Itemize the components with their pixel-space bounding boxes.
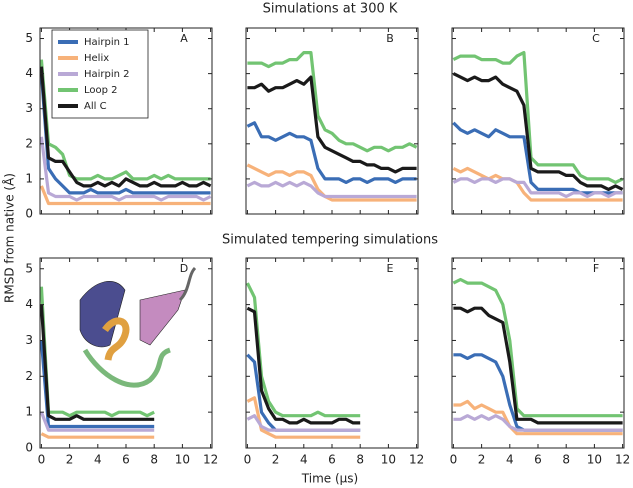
plot-area <box>40 59 212 206</box>
legend-label: All C <box>84 101 107 112</box>
series-line <box>40 304 155 421</box>
strand <box>139 289 186 346</box>
y-tick-label: 2 <box>25 369 33 383</box>
legend-label: Helix <box>84 53 109 64</box>
y-tick-label: 1 <box>25 405 33 419</box>
x-tick-label: 10 <box>381 453 396 467</box>
x-axis-label: Time (μs) <box>301 472 358 486</box>
series-line <box>452 177 623 199</box>
plot-area <box>246 282 361 439</box>
series-line <box>40 185 211 206</box>
x-tick-label: 2 <box>478 453 486 467</box>
series-line <box>40 66 212 188</box>
x-tick-label: 12 <box>409 453 424 467</box>
panel-frame <box>245 257 419 449</box>
x-tick-label: 10 <box>175 453 190 467</box>
panel-frame <box>451 257 625 449</box>
protein-inset <box>79 266 197 388</box>
x-tick-label: 6 <box>534 453 542 467</box>
x-tick-label: 4 <box>506 453 514 467</box>
series-line <box>452 50 624 184</box>
plot-area <box>246 50 418 202</box>
series-line <box>453 399 623 436</box>
x-tick-label: 8 <box>562 453 570 467</box>
series-line <box>247 50 418 153</box>
series-line <box>40 59 211 181</box>
x-tick-label: 10 <box>587 453 602 467</box>
y-tick-label: 5 <box>25 261 33 275</box>
panel-label: C <box>592 32 600 45</box>
plot-area <box>40 286 155 439</box>
panel-label: E <box>387 262 394 275</box>
x-tick-label: 8 <box>356 453 364 467</box>
panel-label: D <box>180 262 188 275</box>
x-tick-label: 8 <box>150 453 158 467</box>
series-line <box>246 180 417 199</box>
series-line <box>452 72 624 191</box>
x-tick-label: 0 <box>244 453 252 467</box>
strand <box>79 281 126 348</box>
legend-label: Hairpin 2 <box>84 69 130 80</box>
x-tick-label: 6 <box>122 453 130 467</box>
plot-area <box>452 277 623 436</box>
series-line <box>246 163 417 202</box>
y-tick-label: 3 <box>25 333 33 347</box>
series-line <box>452 166 623 202</box>
row-title: Simulations at 300 K <box>263 2 398 17</box>
y-tick-label: 3 <box>25 101 33 115</box>
series-line <box>453 306 623 425</box>
panel: 0 2 4 6 8 10 12 E <box>244 257 424 467</box>
x-tick-label: 6 <box>328 453 336 467</box>
series-line <box>40 286 155 418</box>
y-tick-label: 4 <box>25 66 33 80</box>
series-line <box>40 411 155 432</box>
y-tick-label: 1 <box>25 171 33 185</box>
y-tick-label: 0 <box>25 207 33 221</box>
plot-area <box>452 50 624 202</box>
x-tick-label: 4 <box>300 453 308 467</box>
panel: 0 2 4 6 8 10 12 F <box>450 257 630 467</box>
panel: C <box>451 27 625 215</box>
legend-label: Hairpin 1 <box>84 37 130 48</box>
panel: B <box>245 27 419 215</box>
x-tick-label: 12 <box>615 453 630 467</box>
x-tick-label: 4 <box>94 453 102 467</box>
x-tick-label: 2 <box>66 453 74 467</box>
series-line <box>452 277 623 418</box>
series-line <box>246 121 417 184</box>
series-line <box>40 136 212 202</box>
x-tick-label: 0 <box>450 453 458 467</box>
panel-label: F <box>593 262 599 275</box>
series-line <box>246 414 361 432</box>
tail <box>178 266 197 302</box>
x-tick-label: 2 <box>272 453 280 467</box>
y-tick-label: 5 <box>25 31 33 45</box>
series-line <box>247 75 417 174</box>
series-line <box>246 306 361 425</box>
panel-label: B <box>386 32 394 45</box>
y-tick-label: 4 <box>25 297 33 311</box>
series-line <box>452 121 623 195</box>
y-tick-label: 0 <box>25 441 33 455</box>
panel: 0 1 2 3 4 5 A Hairpin 1 Helix Hairpin 2 Loop 2 All … <box>25 27 213 221</box>
loop <box>82 347 172 388</box>
series-line <box>453 414 623 432</box>
series-line <box>246 396 361 439</box>
legend-label: Loop 2 <box>84 85 118 96</box>
row-title: Simulated tempering simulations <box>222 233 438 248</box>
panel-label: A <box>180 32 188 45</box>
helix <box>102 317 130 361</box>
x-tick-label: 0 <box>38 453 46 467</box>
x-tick-label: 12 <box>203 453 218 467</box>
series-line <box>246 282 361 418</box>
y-tick-label: 2 <box>25 136 33 150</box>
series-line <box>40 73 211 195</box>
series-line <box>40 432 155 439</box>
y-axis-label: RMSD from native (Å) <box>2 173 17 303</box>
series-line <box>40 340 155 429</box>
panel-frame <box>245 27 419 215</box>
